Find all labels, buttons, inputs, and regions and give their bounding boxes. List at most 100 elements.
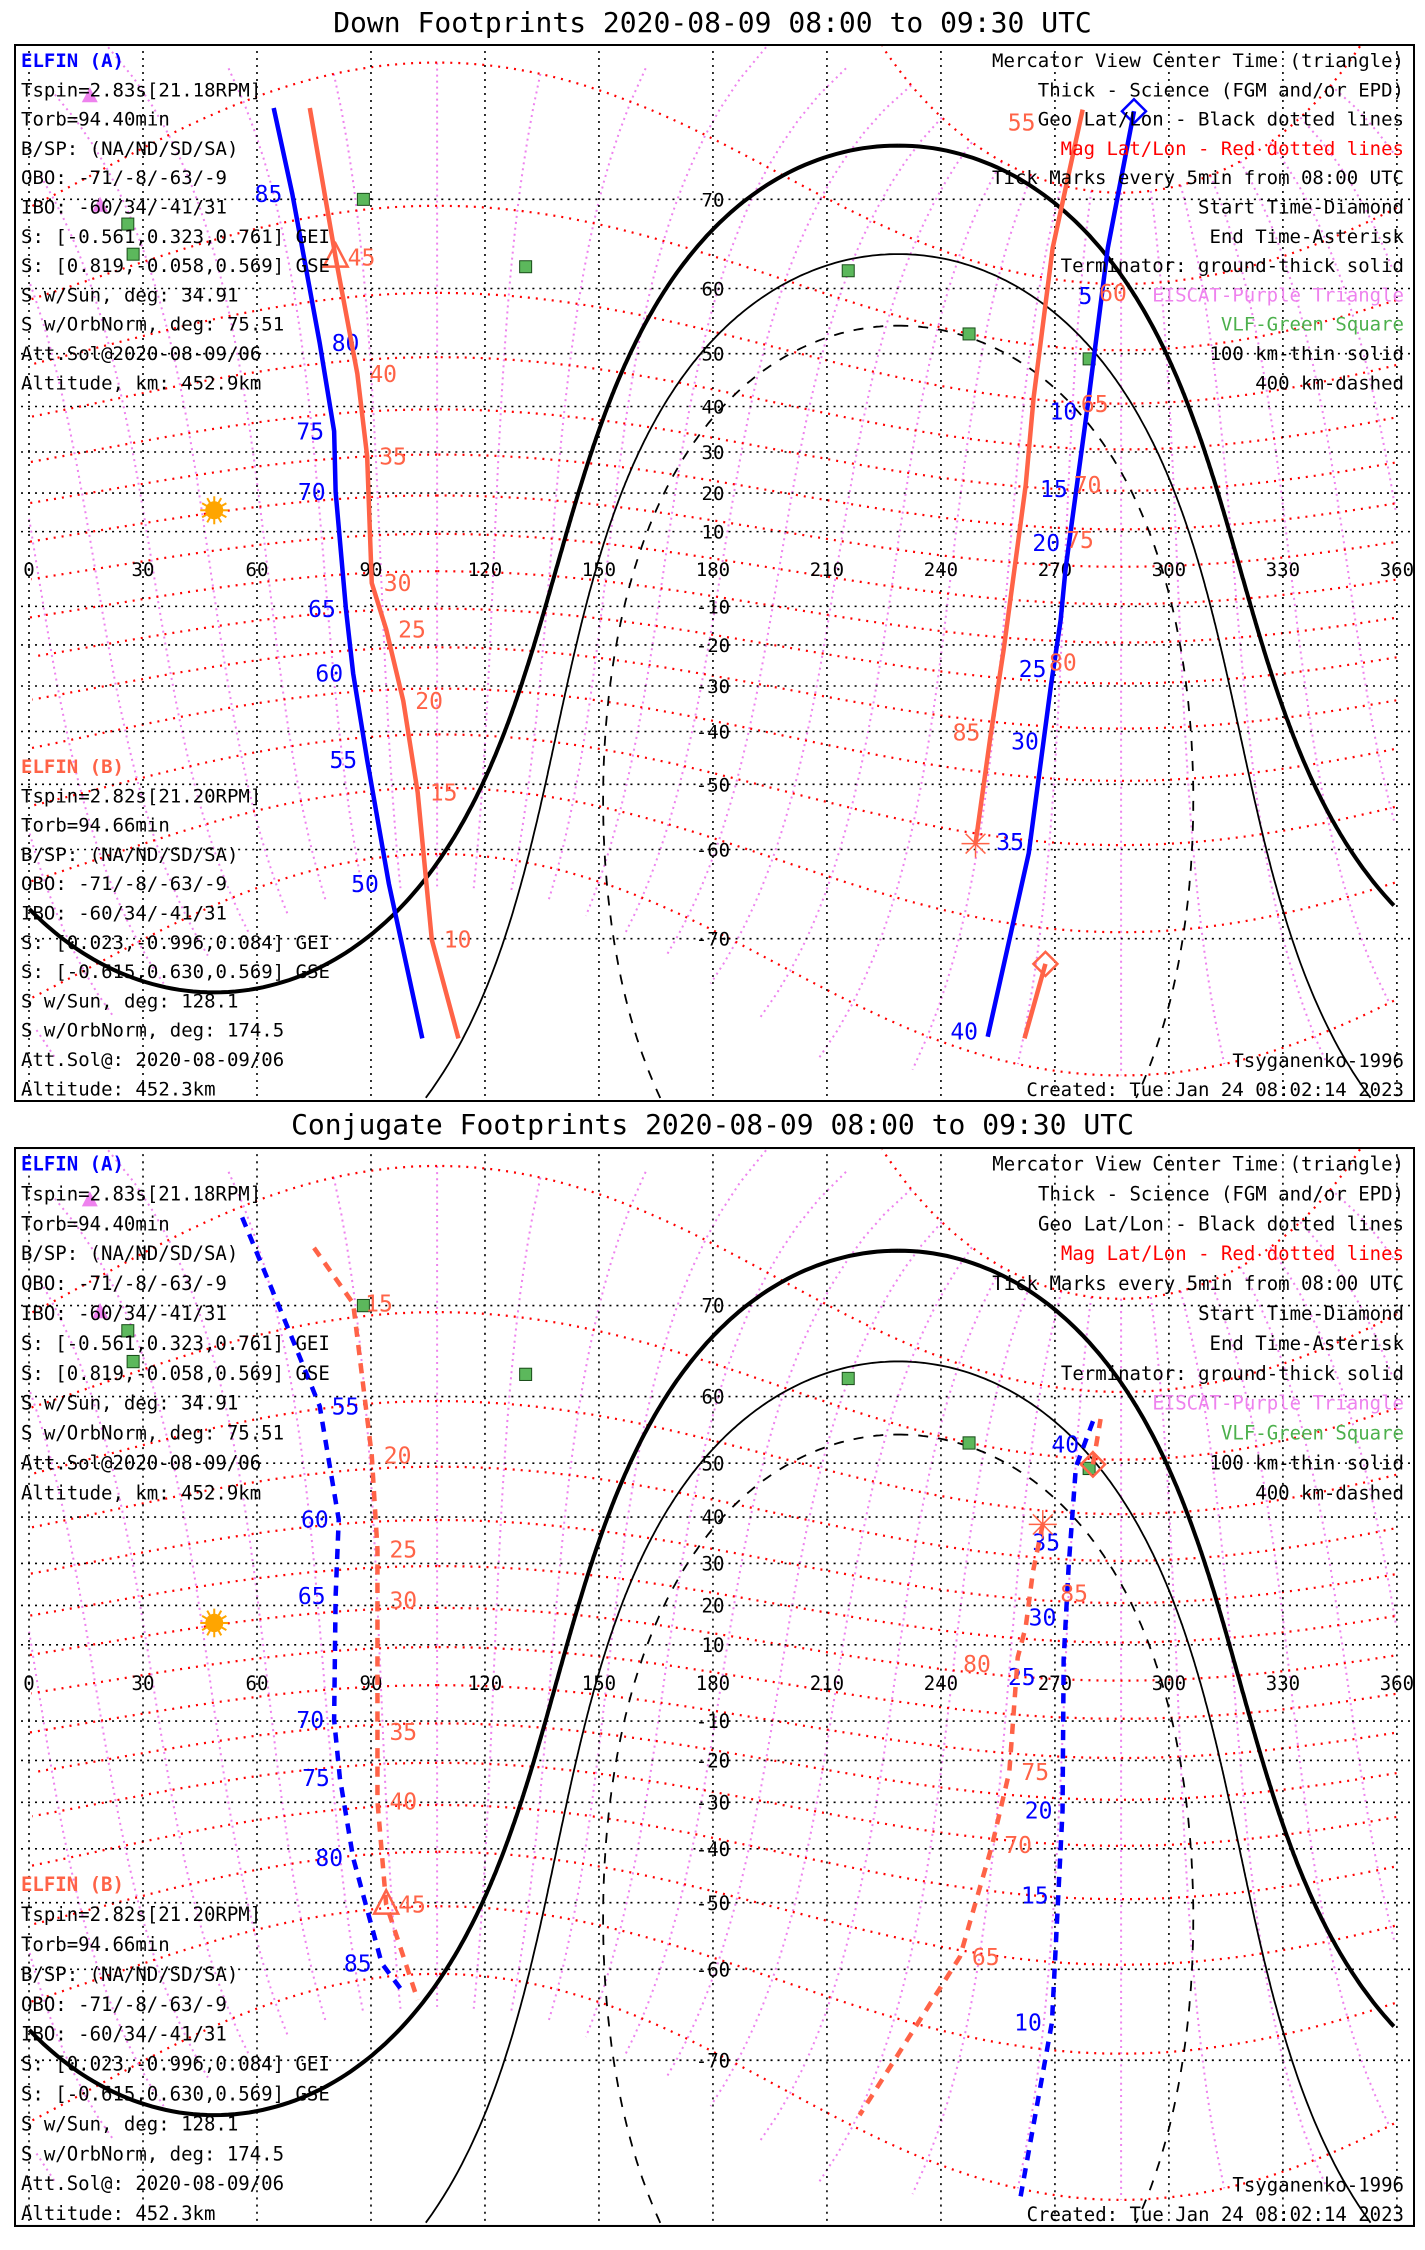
lat-tick-label: -40 [696, 1838, 730, 1861]
sun-icon [200, 496, 229, 525]
lon-tick-label: 330 [1266, 559, 1300, 581]
lat-tick-label: 70 [702, 1295, 725, 1318]
tick-mark-label: 40 [369, 362, 397, 388]
lon-tick-label: 0 [23, 1672, 34, 1695]
legend-entry: Mercator View Center Time (triangle) [992, 50, 1404, 72]
elfin-b-info-line: Tspin=2.82s[21.20RPM] [21, 1903, 261, 1926]
elfin-a-info-line: S: [-0.561,0.323,0.761] GEI [21, 226, 330, 248]
legend-entry: Thick - Science (FGM and/or EPD) [1038, 1182, 1404, 1205]
tick-mark-label: 5 [1079, 284, 1093, 310]
elfin-b-info-line: OBO: -71/-8/-63/-9 [21, 1993, 227, 2016]
mag-lon-line [1179, 1290, 1331, 2195]
tick-mark-label: 60 [1099, 281, 1127, 307]
lon-tick-label: 180 [696, 1672, 730, 1695]
vlf-station-square [1082, 1461, 1096, 1476]
lon-tick-label: 150 [582, 559, 616, 581]
legend-entry: EISCAT-Purple Triangle [1152, 1392, 1404, 1415]
mag-lon-line [665, 1221, 943, 2079]
lat-tick-label: 20 [702, 483, 725, 505]
vlf-station-square [356, 192, 370, 206]
mag-lat-line [31, 61, 1398, 286]
elfin-a-info-line: S w/Sun, deg: 34.91 [21, 1392, 238, 1415]
tick-mark-label: 65 [1081, 392, 1109, 418]
elfin-a-info-line: IBO: -60/34/-41/31 [21, 197, 227, 219]
elfin-b-heading: ELFIN (B) [21, 1873, 124, 1896]
mag-lat-line [31, 204, 1397, 352]
lat-tick-label: 10 [702, 522, 725, 544]
mag-lat-line [30, 1905, 1396, 2055]
elfin-a-track [1017, 1420, 1096, 2203]
vlf-station-square [356, 1298, 370, 1313]
tick-mark-label: 50 [351, 872, 379, 898]
elfin-b-info-line: S: [-0.615,0.630,0.569] GSE [21, 961, 330, 983]
tick-mark-label: 30 [389, 1587, 417, 1614]
tick-mark-label: 10 [444, 928, 472, 954]
vlf-station-square [126, 247, 140, 261]
tick-mark-label: 15 [1040, 477, 1068, 503]
mag-lat-line [30, 733, 1396, 847]
legend-entry: Thick - Science (FGM and/or EPD) [1038, 79, 1404, 101]
map-frame [14, 1147, 1415, 2227]
tick-mark-label: 70 [1004, 1832, 1032, 1859]
lon-tick-label: 270 [1038, 1672, 1072, 1695]
terminator-100km [425, 253, 1372, 1099]
vlf-station-square [126, 1354, 140, 1369]
terminator-ground [27, 1248, 1396, 2118]
lon-tick-label: 330 [1266, 1672, 1300, 1695]
mag-lat-line [28, 494, 1394, 568]
legend-entry: Tick Marks every 5min from 08:00 UTC [992, 1272, 1404, 1295]
tick-mark-label: 85 [255, 182, 283, 208]
elfin-b-info-line: Torb=94.66min [21, 815, 170, 837]
lat-tick-label: 40 [702, 397, 725, 419]
tick-mark-label: 35 [996, 830, 1024, 856]
tick-mark-label: 70 [298, 480, 326, 506]
mag-lon-line [759, 1266, 1003, 2142]
elfin-b-info-line: OBO: -71/-8/-63/-9 [21, 873, 227, 895]
mag-lon-line [35, 1280, 1391, 2185]
map-layer [14, 1147, 1415, 2227]
map-frame [14, 44, 1415, 1102]
vlf-station-square [121, 1324, 135, 1338]
mag-lat-line [30, 453, 1395, 531]
tick-mark-label: 10 [1050, 399, 1078, 425]
elfin-a-info-line: S w/OrbNorm, deg: 75.51 [21, 1421, 284, 1444]
lat-tick-label: -10 [696, 596, 730, 618]
mag-lat-line [31, 1164, 1398, 1394]
model-name: Tsyganenko-1996 [1232, 2173, 1404, 2196]
mag-lat-line [32, 646, 1397, 730]
mag-lon-line [28, 141, 1397, 985]
mag-lat-line [32, 607, 1397, 685]
mag-lon-line [911, 1290, 1063, 2195]
tick-mark-label: 40 [1051, 1431, 1079, 1458]
elfin-a-info-line: B/SP: (NA/ND/SD/SA) [21, 138, 238, 160]
legend-entry: 400 km-dashed [1255, 1481, 1404, 1504]
tick-mark-label: 75 [296, 419, 324, 445]
mag-lat-line [32, 1722, 1397, 1801]
elfin-a-info-line: S: [-0.561,0.323,0.761] GEI [21, 1332, 330, 1355]
lat-tick-label: -20 [696, 1749, 730, 1772]
map-background [14, 1147, 1415, 2227]
down-footprints-map: 0 30 60 90 120 150 180 210 240 270 300 330 360706050… [14, 44, 1415, 1102]
asterisk-stroke [1032, 1513, 1054, 1536]
lat-tick-label: -40 [696, 722, 730, 744]
mag-lat-line [30, 1518, 1395, 1605]
tick-mark-label: 15 [365, 1290, 393, 1317]
tick-mark-label: 20 [384, 1442, 412, 1469]
tick-mark-label: 45 [348, 246, 376, 272]
legend-entry: Mag Lat/Lon - Red dotted lines [1061, 138, 1404, 160]
lat-tick-label: -60 [696, 1958, 730, 1981]
elfin-a-heading: ELFIN (A) [21, 1152, 124, 1175]
mag-lon-line [584, 67, 847, 917]
elfin-a-info-line: Altitude, km: 452.9km [21, 1481, 261, 1504]
lat-tick-label: 70 [702, 189, 725, 211]
mag-lat-line [28, 1465, 1394, 1562]
start-time-diamond [1031, 950, 1060, 978]
mag-lat-line [881, 45, 1361, 194]
lon-tick-label: 210 [810, 559, 844, 581]
legend-entry: End Time-Asterisk [1210, 1332, 1405, 1355]
terminator-ground [27, 143, 1396, 995]
mag-lon-line [28, 1266, 1395, 2142]
elfin-a-info-line: Tspin=2.83s[21.18RPM] [21, 1182, 261, 1205]
tick-mark-label: 45 [398, 1891, 426, 1918]
end-time-asterisk [1028, 1510, 1057, 1539]
